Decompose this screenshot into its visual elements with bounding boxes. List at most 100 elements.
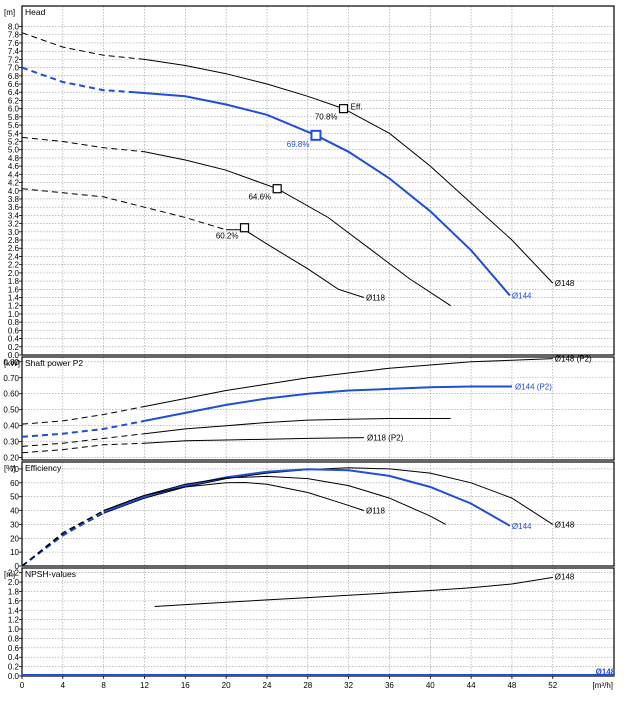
series-label: Ø148 (555, 279, 575, 288)
y-tick-label: 4.4 (8, 170, 20, 179)
y-tick-label: 6.0 (8, 105, 20, 114)
y-tick-label: 1.0 (8, 625, 20, 634)
y-tick-label: 2.2 (8, 569, 20, 578)
y-tick-label: 3.6 (8, 203, 20, 212)
y-tick-label: 0.0 (8, 351, 20, 360)
series-line-3-dashed (21, 136, 145, 153)
y-tick-label: 2.0 (8, 269, 20, 278)
y-unit-label: [m] (4, 570, 15, 579)
x-tick-label: 16 (181, 681, 190, 690)
x-tick-label: 24 (263, 681, 272, 690)
y-tick-label: 0.40 (3, 422, 19, 431)
y-tick-label: 3.0 (8, 228, 20, 237)
x-tick-label: 0 (20, 681, 25, 690)
y-tick-label: 0.6 (8, 644, 20, 653)
series-label: Ø118 (P2) (367, 434, 404, 443)
y-tick-label: 5.0 (8, 146, 20, 155)
y-tick-label: 7.4 (8, 47, 20, 56)
y-unit-label: [kW] (4, 359, 20, 368)
y-tick-label: 0.2 (8, 663, 20, 672)
series-line-3 (103, 481, 365, 511)
y-tick-label: 0.4 (8, 653, 20, 662)
y-unit-label: [m] (4, 8, 15, 17)
y-tick-label: 0.30 (3, 438, 19, 447)
y-tick-label: 0.80 (3, 358, 19, 367)
y-tick-label: 2.8 (8, 236, 20, 245)
x-tick-label: 12 (140, 681, 149, 690)
series-label: Ø144 (512, 291, 532, 300)
y-tick-label: 5.6 (8, 121, 20, 130)
series-line-3 (144, 437, 364, 444)
y-tick-label: 5.4 (8, 129, 20, 138)
y-tick-label: 4.6 (8, 162, 20, 171)
y-unit-label: [%] (4, 464, 16, 473)
series-line-2-dashed (21, 433, 145, 447)
x-tick-label: 36 (385, 681, 394, 690)
x-tick-label: 8 (101, 681, 106, 690)
y-tick-label: 6.8 (8, 72, 20, 81)
y-tick-label: 0.20 (3, 454, 19, 463)
y-tick-label: 4.2 (8, 179, 20, 188)
series-line-1-dashed (21, 66, 135, 94)
efficiency-marker (310, 129, 322, 141)
series-line-0 (103, 467, 554, 525)
series-label: Ø118 (366, 507, 386, 516)
y-tick-label: 0.6 (8, 326, 20, 335)
y-tick-label: 4.0 (8, 187, 20, 196)
marker-label: 64.6% (248, 193, 271, 202)
panel-frame (21, 461, 615, 567)
panel-frame (21, 567, 615, 677)
series-label: Ø148 (555, 572, 575, 581)
grid-layer (21, 6, 614, 677)
y-tick-label: 60 (10, 479, 19, 488)
series-layer (21, 32, 614, 676)
series-line-0-dashed (21, 406, 145, 425)
x-tick-label: 44 (467, 681, 476, 690)
series-label: Ø118 (366, 294, 386, 303)
y-tick-label: 20 (10, 534, 19, 543)
y-tick-label: 3.8 (8, 195, 20, 204)
y-tick-label: 5.2 (8, 137, 20, 146)
series-label: Ø148 (555, 520, 575, 529)
y-tick-label: 2.0 (8, 578, 20, 587)
series-label: Ø148 (596, 667, 616, 676)
series-line-1-dashed (21, 419, 145, 438)
y-tick-label: 2.6 (8, 244, 20, 253)
y-tick-label: 40 (10, 507, 19, 516)
y-tick-label: 7.2 (8, 55, 20, 64)
x-tick-label: 40 (426, 681, 435, 690)
y-tick-label: 1.8 (8, 277, 20, 286)
efficiency-marker (338, 104, 349, 114)
x-tick-label: 4 (61, 681, 66, 690)
y-tick-label: 6.2 (8, 96, 20, 105)
marker-label: 70.8% (315, 113, 338, 122)
y-tick-label: 7.8 (8, 31, 20, 40)
series-label: Eff. (351, 103, 363, 112)
y-tick-label: 6.6 (8, 80, 20, 89)
series-line-2-dashed (21, 188, 227, 231)
panel-title: NPSH-values (25, 569, 76, 579)
y-tick-label: 0 (15, 562, 20, 571)
y-tick-label: 1.0 (8, 310, 20, 319)
x-tick-label: 20 (222, 681, 231, 690)
series-label: Ø144 (512, 522, 532, 531)
y-tick-label: 1.8 (8, 587, 20, 596)
y-tick-label: 0.8 (8, 634, 20, 643)
y-tick-label: 1.4 (8, 606, 20, 615)
x-tick-label: 48 (507, 681, 516, 690)
y-tick-label: 2.4 (8, 252, 20, 261)
panel-title: Head (25, 7, 46, 17)
y-tick-label: 6.4 (8, 88, 20, 97)
panel-frame (21, 5, 615, 356)
y-tick-label: 5.8 (8, 113, 20, 122)
y-tick-label: 8.0 (8, 23, 20, 32)
efficiency-marker (272, 184, 282, 194)
series-line-1-dashed (21, 511, 105, 567)
series-line-3-dashed (21, 442, 145, 454)
y-tick-label: 0.4 (8, 335, 20, 344)
y-tick-label: 50 (10, 493, 19, 502)
series-line-3 (144, 151, 451, 307)
marker-label: 69.8% (287, 140, 310, 149)
series-label: Ø148 (P2) (555, 355, 592, 364)
